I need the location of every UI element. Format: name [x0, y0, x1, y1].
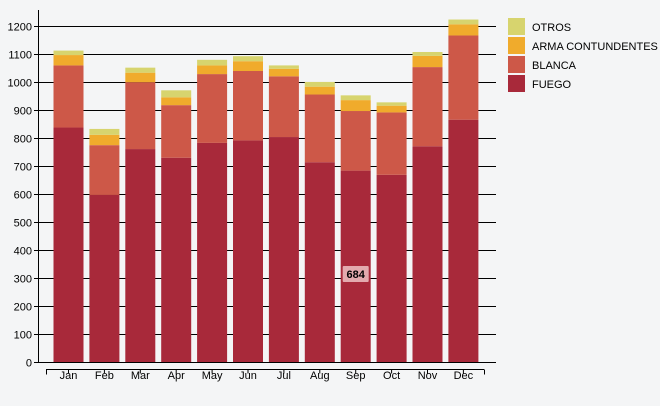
bar-segment-otros[interactable] [89, 128, 120, 135]
legend-label: OTROS [532, 22, 571, 34]
bar-segment-arma-contundentes[interactable] [233, 61, 263, 72]
y-tick-label: 800 [14, 134, 32, 146]
axes: 0 100 200 300 400 500 600 700 800 900 1000 1100 1200… [8, 10, 496, 382]
tooltip-box [342, 266, 369, 282]
x-tick-label: Apr [168, 370, 185, 382]
bar-segment-arma-contundentes[interactable] [340, 100, 371, 112]
legend: OTROS ARMA CONTUNDENTES BLANCA FUEGO [508, 18, 658, 92]
bar-segment-blanca[interactable] [376, 112, 407, 175]
x-tick-label: Feb [95, 370, 114, 382]
bar-segment-arma-contundentes[interactable] [53, 55, 84, 66]
bar-segment-fuego[interactable] [233, 140, 263, 362]
legend-swatch[interactable] [508, 75, 525, 92]
bar-segment-blanca[interactable] [268, 76, 299, 138]
bar-segment-arma-contundentes[interactable] [161, 97, 192, 106]
bar-segment-blanca[interactable] [340, 111, 371, 171]
bar-segment-blanca[interactable] [161, 105, 192, 158]
x-tick-label: Jul [277, 370, 291, 382]
bar-segment-blanca[interactable] [412, 67, 443, 147]
bar-segment-otros[interactable] [448, 19, 479, 25]
y-tick-label: 500 [14, 218, 32, 230]
bar-segment-fuego[interactable] [53, 127, 84, 362]
legend-swatch[interactable] [508, 18, 525, 35]
bar-segment-otros[interactable] [197, 59, 228, 66]
bar-segment-blanca[interactable] [125, 82, 156, 150]
bar-segment-fuego[interactable] [197, 142, 228, 362]
x-tick-label: Oct [383, 370, 400, 382]
bar-segment-arma-contundentes[interactable] [197, 65, 228, 75]
y-tick-label: 400 [14, 246, 32, 258]
bars [53, 19, 479, 362]
tooltip: 684 [342, 266, 369, 282]
bar-segment-otros[interactable] [304, 81, 335, 87]
bar-segment-arma-contundentes[interactable] [412, 55, 443, 68]
bar-segment-otros[interactable] [412, 51, 443, 56]
bar-segment-otros[interactable] [125, 67, 156, 73]
bar-segment-fuego[interactable] [161, 157, 192, 362]
bar-segment-blanca[interactable] [233, 71, 263, 141]
x-tick-label: Aug [310, 370, 330, 382]
x-tick-label: May [202, 370, 223, 382]
bar-segment-fuego[interactable] [125, 149, 156, 362]
legend-label: BLANCA [532, 60, 577, 72]
bar-segment-otros[interactable] [376, 102, 407, 106]
tooltip-value: 684 [347, 269, 366, 281]
x-tick-label: Nov [418, 370, 438, 382]
bar-segment-blanca[interactable] [304, 94, 335, 163]
bar-segment-otros[interactable] [340, 95, 371, 101]
x-tick-label: Sep [346, 370, 366, 382]
y-tick-label: 0 [26, 358, 32, 370]
x-tick-label: Mar [131, 370, 150, 382]
bar-segment-fuego[interactable] [89, 194, 120, 362]
bar-segment-arma-contundentes[interactable] [448, 24, 479, 36]
bar-segment-arma-contundentes[interactable] [89, 134, 120, 146]
bar-segment-arma-contundentes[interactable] [376, 105, 407, 113]
legend-swatch[interactable] [508, 56, 525, 73]
bar-segment-fuego[interactable] [304, 162, 335, 362]
y-tick-label: 1100 [8, 50, 32, 62]
x-tick-label: Dec [454, 370, 474, 382]
x-tick-label: Jun [239, 370, 257, 382]
bar-segment-blanca[interactable] [89, 145, 120, 195]
bar-segment-otros[interactable] [268, 65, 299, 69]
bar-segment-blanca[interactable] [53, 65, 84, 128]
bar-segment-otros[interactable] [233, 56, 263, 62]
bar-segment-arma-contundentes[interactable] [304, 86, 335, 95]
legend-label: ARMA CONTUNDENTES [532, 41, 658, 53]
y-tick-label: 100 [14, 330, 32, 342]
y-tick-label: 900 [14, 106, 32, 118]
bar-segment-fuego[interactable] [412, 146, 443, 362]
y-tick-label: 200 [14, 302, 32, 314]
y-tick-label: 1000 [8, 78, 32, 90]
bar-segment-blanca[interactable] [448, 35, 479, 120]
y-tick-label: 600 [14, 190, 32, 202]
bar-segment-arma-contundentes[interactable] [125, 72, 156, 83]
bar-segment-arma-contundentes[interactable] [268, 68, 299, 77]
x-tick-label: Jan [60, 370, 78, 382]
bar-segment-fuego[interactable] [268, 137, 299, 362]
bar-segment-otros[interactable] [53, 50, 84, 56]
bar-segment-blanca[interactable] [197, 74, 228, 143]
y-tick-label: 1200 [8, 22, 32, 34]
legend-swatch[interactable] [508, 37, 525, 54]
y-tick-label: 300 [14, 274, 32, 286]
legend-label: FUEGO [532, 79, 572, 91]
y-tick-label: 700 [14, 162, 32, 174]
bar-segment-fuego[interactable] [376, 174, 407, 362]
bar-segment-fuego[interactable] [448, 119, 479, 362]
bar-segment-otros[interactable] [161, 90, 192, 98]
